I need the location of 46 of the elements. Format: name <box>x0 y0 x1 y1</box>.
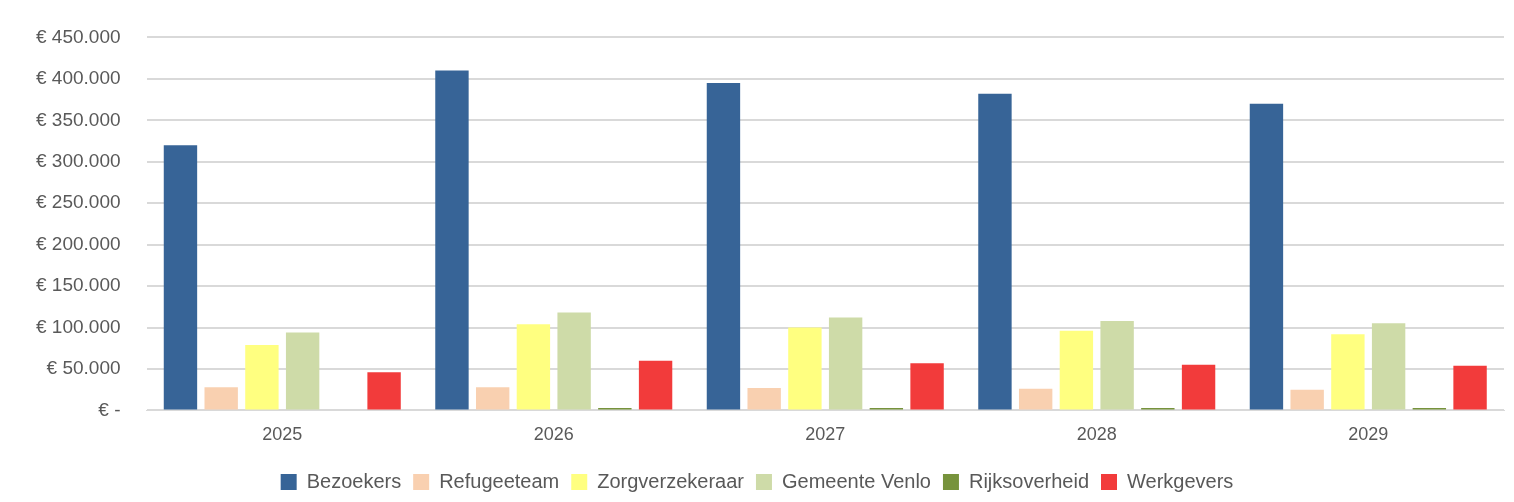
bar <box>978 93 1012 410</box>
y-tick-label: € 350.000 <box>35 108 121 130</box>
bar <box>1181 364 1216 410</box>
bar <box>1059 330 1094 410</box>
bar <box>828 317 863 410</box>
bar <box>475 387 510 410</box>
bar <box>747 388 781 410</box>
bar <box>1249 103 1284 410</box>
x-tick-label: 2029 <box>1348 424 1389 445</box>
legend-label: Gemeente Venlo <box>781 469 931 492</box>
y-tick-label: € 50.000 <box>46 357 121 379</box>
legend-label: Rijksoverheid <box>968 469 1090 492</box>
y-tick-label: € 150.000 <box>35 274 121 296</box>
x-tick-label: 2026 <box>533 424 574 445</box>
bar <box>516 324 551 410</box>
y-tick-label: € 400.000 <box>35 67 121 89</box>
bar <box>910 363 944 410</box>
legend-label: Werkgevers <box>1127 469 1234 492</box>
x-tick-label: 2028 <box>1076 424 1117 445</box>
bar <box>285 332 320 410</box>
bar <box>788 327 822 410</box>
bar <box>367 372 401 410</box>
y-tick-label: € 300.000 <box>35 149 121 171</box>
legend-label: Zorgverzekeraar <box>597 469 745 492</box>
bar <box>245 344 279 410</box>
bar <box>638 360 673 410</box>
legend-label: Bezoekers <box>306 469 402 492</box>
bar <box>706 82 741 410</box>
bar <box>1371 323 1406 410</box>
y-tick-label: € - <box>98 398 121 420</box>
y-tick-label: € 450.000 <box>35 25 121 47</box>
bar <box>1290 389 1324 410</box>
y-tick-label: € 200.000 <box>35 232 121 254</box>
bar <box>1453 365 1487 410</box>
bar <box>204 387 238 410</box>
bar <box>1018 388 1053 410</box>
legend-label: Refugeeteam <box>439 469 560 492</box>
x-tick-label: 2027 <box>805 424 846 445</box>
bar <box>163 145 198 410</box>
y-tick-label: € 250.000 <box>35 191 121 213</box>
x-tick-label: 2025 <box>262 424 303 445</box>
bar <box>1100 320 1134 410</box>
y-tick-label: € 100.000 <box>35 315 121 337</box>
bar <box>1331 334 1365 410</box>
bar <box>557 312 591 410</box>
bar <box>435 70 469 410</box>
